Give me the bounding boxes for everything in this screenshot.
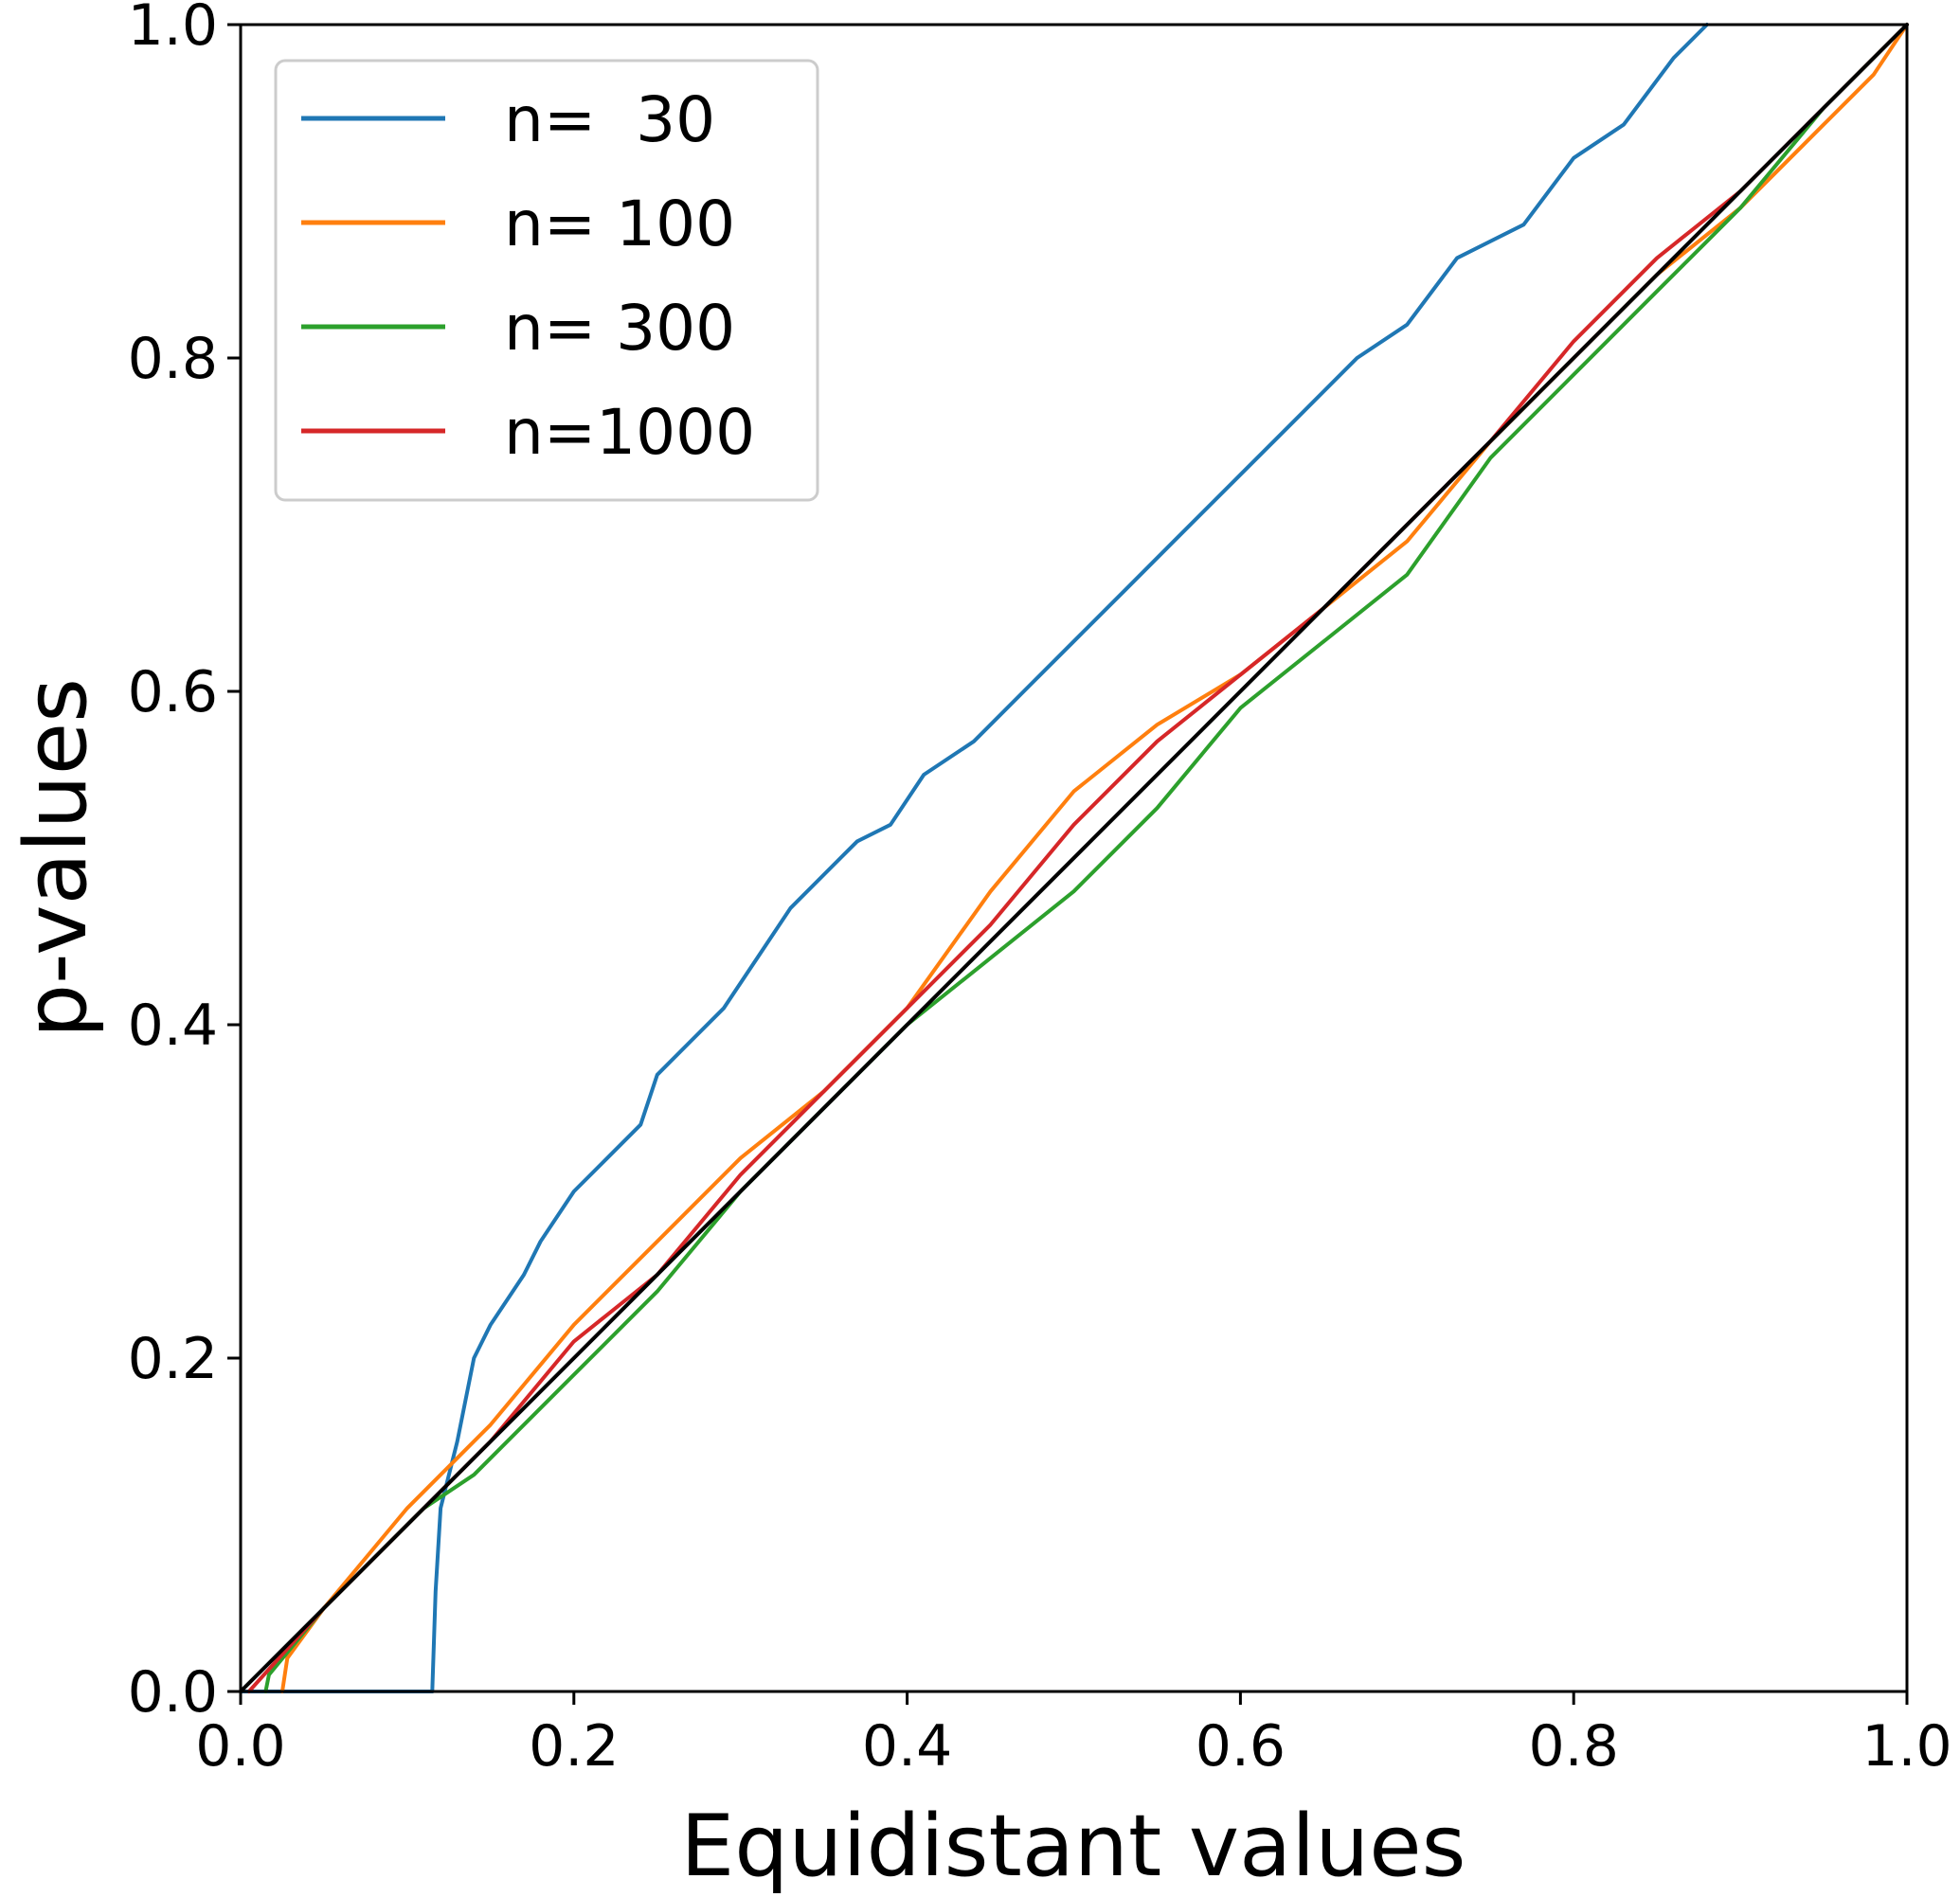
legend-box bbox=[274, 59, 819, 502]
plot-frame bbox=[239, 23, 1909, 1693]
legend-label: n=1000 bbox=[504, 396, 755, 469]
legend-label: n= 100 bbox=[504, 188, 735, 260]
x-tick-label: 1.0 bbox=[1861, 1713, 1951, 1780]
y-axis: 0.0 0.2 0.4 0.6 0.8 1.0 bbox=[128, 0, 241, 1726]
y-tick-label: 0.8 bbox=[128, 326, 218, 392]
series-line-n-100 bbox=[280, 23, 1909, 1693]
y-tick-label: 0.2 bbox=[128, 1326, 218, 1392]
legend-label: n= 30 bbox=[504, 83, 715, 156]
y-tick-label: 0.0 bbox=[128, 1659, 218, 1726]
y-tick-label: 0.4 bbox=[128, 993, 218, 1059]
x-tick-label: 0.8 bbox=[1528, 1713, 1618, 1780]
y-tick-label: 0.6 bbox=[128, 659, 218, 725]
legend: n= 30 n= 100 n= 300 n=1000 bbox=[274, 59, 819, 502]
plot-lines bbox=[239, 23, 1909, 1693]
y-tick-label: 1.0 bbox=[128, 0, 218, 59]
x-tick-label: 0.0 bbox=[195, 1713, 285, 1780]
x-axis-title: Equidistant values bbox=[680, 1797, 1466, 1896]
series-line-reference bbox=[239, 23, 1909, 1693]
x-tick-label: 0.2 bbox=[529, 1713, 619, 1780]
x-tick-label: 0.4 bbox=[862, 1713, 952, 1780]
x-tick-label: 0.6 bbox=[1196, 1713, 1286, 1780]
series-line-n-1000 bbox=[246, 23, 1909, 1693]
series-line-n-30 bbox=[239, 23, 1709, 1693]
x-axis: 0.0 0.2 0.4 0.6 0.8 1.0 bbox=[195, 1691, 1952, 1780]
legend-label: n= 300 bbox=[504, 292, 735, 365]
y-axis-title: p-values bbox=[7, 678, 106, 1038]
